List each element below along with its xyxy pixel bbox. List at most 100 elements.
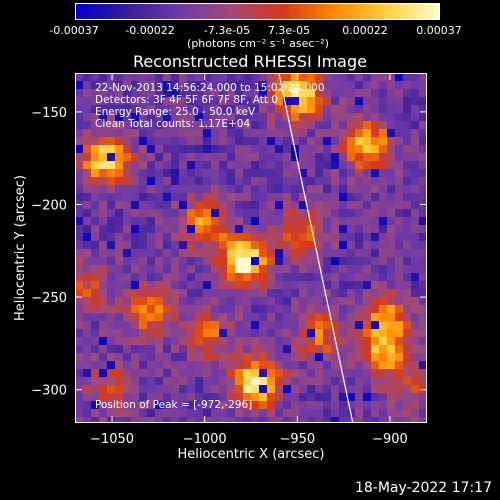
heatmap-cell (251, 313, 259, 321)
heatmap-cell (403, 273, 411, 281)
heatmap-cell (203, 169, 211, 177)
heatmap-cell (91, 185, 99, 193)
heatmap-cell (187, 217, 195, 225)
heatmap-cell (155, 177, 163, 185)
heatmap-cell (91, 209, 99, 217)
heatmap-cell (211, 241, 219, 249)
heatmap-cell (371, 89, 379, 97)
heatmap-cell (419, 369, 427, 377)
heatmap-cell (283, 185, 291, 193)
heatmap-cell (155, 153, 163, 161)
heatmap-cell (219, 81, 227, 89)
heatmap-cell (331, 89, 339, 97)
heatmap-cell (299, 121, 307, 129)
heatmap-cell (163, 401, 171, 409)
heatmap-cell (283, 81, 291, 89)
heatmap-cell (211, 81, 219, 89)
heatmap-cell (291, 121, 299, 129)
heatmap-cell (115, 393, 123, 401)
heatmap-cell (403, 129, 411, 137)
heatmap-cell (379, 105, 387, 113)
heatmap-cell (299, 217, 307, 225)
heatmap-cell (339, 161, 347, 169)
heatmap-cell (323, 145, 331, 153)
heatmap-cell (91, 369, 99, 377)
heatmap-cell (355, 305, 363, 313)
heatmap-cell (251, 257, 259, 265)
heatmap-cell (147, 145, 155, 153)
heatmap-cell (283, 209, 291, 217)
heatmap-cell (251, 185, 259, 193)
heatmap-cell (411, 385, 419, 393)
heatmap-cell (267, 385, 275, 393)
heatmap-cell (139, 177, 147, 185)
heatmap-cell (99, 361, 107, 369)
heatmap-cell (99, 329, 107, 337)
colorbar-tick: -7.3e-05 (203, 24, 251, 37)
heatmap-cell (331, 361, 339, 369)
heatmap-cell (299, 361, 307, 369)
heatmap-cell (179, 105, 187, 113)
heatmap-cell (347, 233, 355, 241)
heatmap-cell (411, 265, 419, 273)
heatmap-cell (419, 265, 427, 273)
heatmap-cell (211, 297, 219, 305)
heatmap-cell (307, 217, 315, 225)
heatmap-cell (139, 289, 147, 297)
heatmap-cell (371, 265, 379, 273)
heatmap-cell (259, 257, 267, 265)
heatmap-cell (259, 241, 267, 249)
heatmap-cell (283, 289, 291, 297)
heatmap-cell (171, 161, 179, 169)
heatmap-cell (323, 337, 331, 345)
heatmap-cell (419, 385, 427, 393)
heatmap-cell (115, 73, 123, 81)
heatmap-cell (155, 185, 163, 193)
heatmap-cell (195, 281, 203, 289)
heatmap-cell (211, 169, 219, 177)
heatmap-cell (219, 73, 227, 81)
heatmap-cell (115, 241, 123, 249)
heatmap-cell (99, 193, 107, 201)
heatmap-cell (147, 297, 155, 305)
heatmap-cell (411, 225, 419, 233)
heatmap-cell (243, 345, 251, 353)
heatmap-cell (219, 361, 227, 369)
heatmap-cell (339, 273, 347, 281)
heatmap-cell (379, 217, 387, 225)
heatmap-cell (315, 401, 323, 409)
heatmap-cell (123, 249, 131, 257)
heatmap-cell (83, 73, 91, 81)
heatmap-cell (363, 249, 371, 257)
heatmap-cell (307, 105, 315, 113)
heatmap-cell (315, 265, 323, 273)
heatmap-cell (379, 353, 387, 361)
heatmap-cell (107, 97, 115, 105)
colorbar-units: (photons cm⁻² s⁻¹ asec⁻²) (187, 37, 329, 50)
heatmap-cell (163, 193, 171, 201)
heatmap-cell (195, 305, 203, 313)
heatmap-cell (107, 185, 115, 193)
heatmap-cell (347, 329, 355, 337)
heatmap-cell (139, 209, 147, 217)
heatmap-cell (371, 409, 379, 417)
heatmap-cell (411, 249, 419, 257)
heatmap-cell (115, 193, 123, 201)
heatmap-cell (267, 305, 275, 313)
heatmap-cell (195, 233, 203, 241)
heatmap-cell (275, 265, 283, 273)
heatmap-cell (187, 313, 195, 321)
heatmap-cell (211, 201, 219, 209)
heatmap-cell (299, 297, 307, 305)
solar-limb-line (278, 73, 354, 423)
heatmap-cell (139, 145, 147, 153)
heatmap-cell (187, 177, 195, 185)
heatmap-cell (275, 161, 283, 169)
heatmap-cell (115, 161, 123, 169)
heatmap-cell (195, 73, 203, 81)
heatmap-cell (331, 217, 339, 225)
heatmap-cell (131, 177, 139, 185)
heatmap-cell (203, 225, 211, 233)
heatmap-cell (331, 121, 339, 129)
heatmap-cell (355, 105, 363, 113)
